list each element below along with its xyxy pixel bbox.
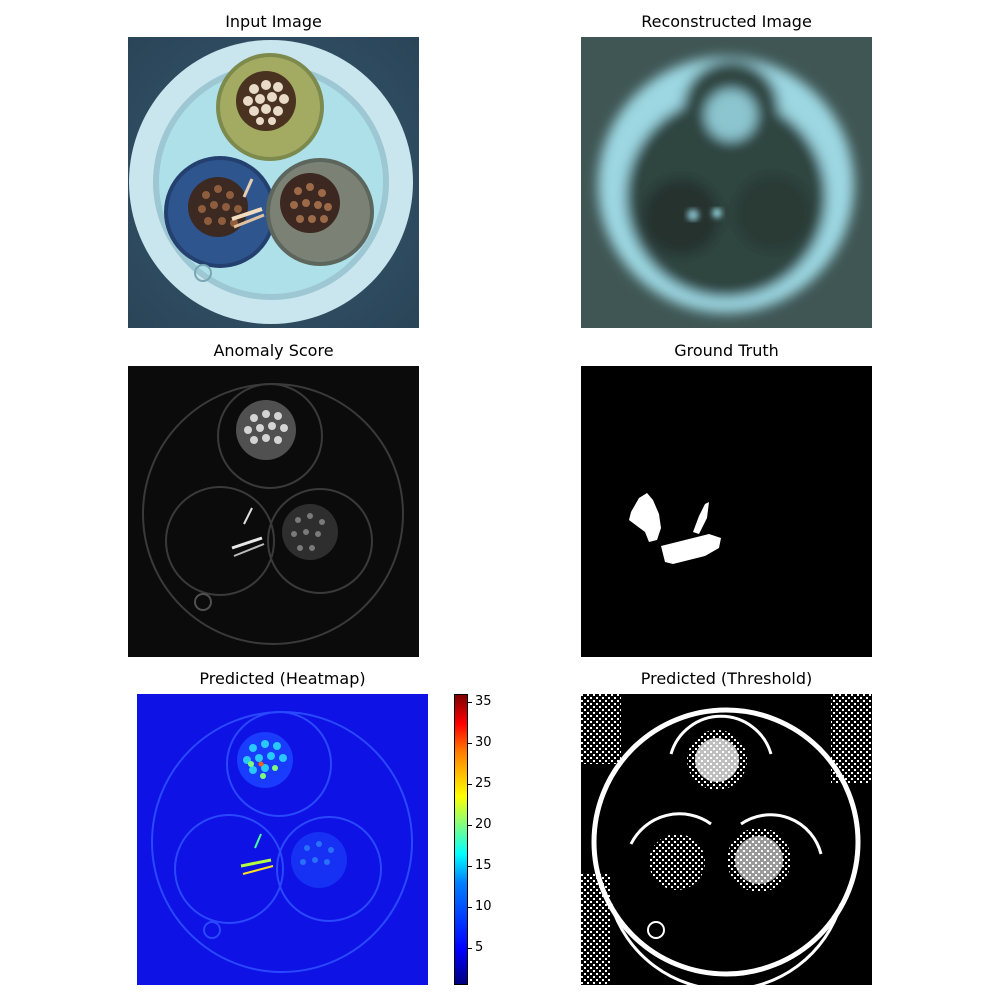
colorbar-tick-mark — [468, 743, 472, 745]
colorbar — [454, 694, 468, 985]
colorbar-tick-label: 5 — [475, 940, 484, 956]
ground-truth-title: Ground Truth — [674, 341, 779, 360]
reconstructed-image-title: Reconstructed Image — [641, 12, 812, 31]
colorbar-tick-label: 20 — [475, 817, 492, 833]
colorbar-tick-label: 15 — [475, 858, 492, 874]
colorbar-tick-label: 10 — [475, 899, 492, 915]
input-image-title: Input Image — [225, 12, 322, 31]
colorbar-tick-label: 25 — [475, 776, 492, 792]
predicted-threshold-title: Predicted (Threshold) — [640, 669, 813, 688]
predicted-heatmap — [137, 694, 428, 985]
colorbar-tick-mark — [468, 702, 472, 704]
colorbar-tick-mark — [468, 825, 472, 827]
anomaly-score-map — [128, 366, 419, 657]
anomaly-score-title: Anomaly Score — [213, 341, 334, 360]
colorbar-tick-mark — [468, 948, 472, 950]
colorbar-tick-label: 35 — [475, 694, 492, 710]
colorbar-tick-mark — [468, 907, 472, 909]
input-image — [128, 37, 419, 328]
colorbar-tick-mark — [468, 784, 472, 786]
ground-truth-mask — [581, 366, 872, 657]
predicted-heatmap-title: Predicted (Heatmap) — [199, 669, 366, 688]
reconstructed-image — [581, 37, 872, 328]
colorbar-tick-mark — [468, 866, 472, 868]
colorbar-tick-label: 30 — [475, 735, 492, 751]
predicted-threshold — [581, 694, 872, 985]
